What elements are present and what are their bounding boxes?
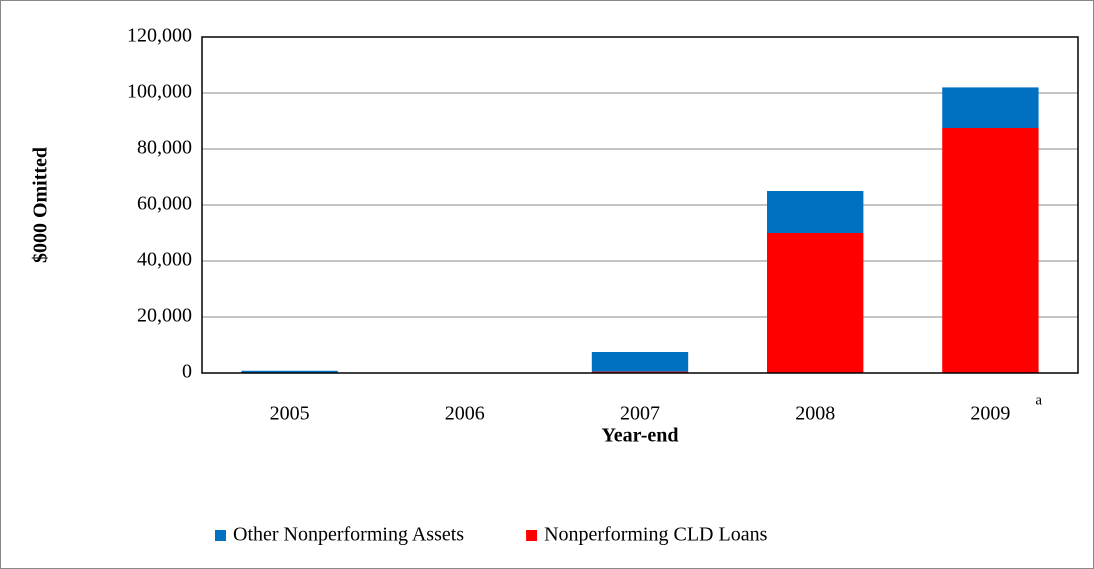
x-tick-label: 2005 (270, 403, 310, 425)
legend-label: Other Nonperforming Assets (233, 524, 464, 546)
bar-segment (942, 128, 1039, 373)
y-axis-label: $000 Omitted (30, 147, 52, 263)
bar-segment (241, 370, 338, 373)
x-tick-label: 2007 (620, 403, 660, 425)
y-tick-label: 20,000 (137, 305, 192, 327)
y-tick-label: 120,000 (127, 25, 192, 47)
legend-label: Nonperforming CLD Loans (544, 524, 768, 546)
bar-segment (942, 87, 1039, 128)
bar-segment (767, 191, 864, 233)
bar-segment (767, 233, 864, 373)
plot-border (201, 36, 1079, 374)
y-tick-label: 100,000 (127, 81, 192, 103)
x-tick-label: 2008 (795, 403, 835, 425)
legend-swatch (215, 530, 226, 541)
bar-segment (591, 352, 689, 372)
y-tick-label: 80,000 (137, 137, 192, 159)
legend-swatch (526, 530, 538, 541)
x-tick-label: 2006 (445, 403, 485, 425)
annotation: a (1035, 392, 1042, 408)
y-tick-label: 0 (182, 361, 192, 383)
x-axis-label: Year-end (601, 425, 678, 447)
y-tick-label: 40,000 (137, 249, 192, 271)
x-tick-label: 2009 (970, 403, 1010, 425)
y-tick-label: 60,000 (137, 193, 192, 215)
